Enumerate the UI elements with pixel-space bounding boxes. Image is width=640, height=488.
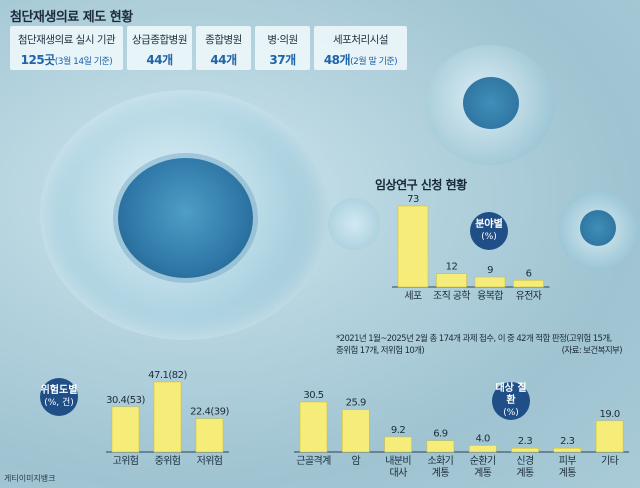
risk-badge: 위험도별 (%, 건) bbox=[40, 378, 78, 416]
stat-value: 37개 bbox=[269, 53, 296, 67]
large-cell-nucleus bbox=[118, 158, 253, 278]
bar bbox=[397, 205, 429, 288]
right-cell-illustration bbox=[558, 190, 638, 270]
stat-label: 세포처리시설 bbox=[333, 34, 388, 46]
image-credit: 게티이미지뱅크 bbox=[4, 474, 56, 483]
bar bbox=[468, 445, 497, 453]
data-label: 2.3 bbox=[560, 436, 575, 447]
category-label: 암 bbox=[351, 455, 360, 467]
category-label: 순환기 bbox=[470, 455, 496, 467]
data-label: 19.0 bbox=[599, 409, 619, 420]
disease-badge: 대상 질환 (%) bbox=[492, 382, 530, 420]
category-label: 계통 bbox=[516, 467, 534, 479]
bar bbox=[511, 447, 539, 453]
bar bbox=[513, 280, 544, 288]
category-label: 기타 bbox=[601, 455, 619, 467]
stat-label: 첨단재생의료 실시 기관 bbox=[17, 34, 116, 46]
data-label: 6.9 bbox=[433, 429, 448, 440]
data-label: 12 bbox=[446, 262, 458, 273]
category-label: 유전자 bbox=[516, 290, 542, 302]
large-cell-illustration bbox=[40, 90, 330, 340]
bar bbox=[195, 418, 224, 453]
right-cell-nucleus bbox=[580, 210, 616, 246]
data-label: 9 bbox=[487, 265, 493, 276]
bar bbox=[436, 273, 467, 288]
stat-label: 상급종합병원 bbox=[132, 34, 187, 46]
bar bbox=[299, 401, 328, 453]
clinical-footnote: *2021년 1월~2025년 2월 총 174개 과제 접수, 이 중 42개… bbox=[336, 333, 636, 357]
bar bbox=[595, 420, 624, 453]
category-label: 소화기 bbox=[427, 455, 453, 467]
category-label: 계통 bbox=[559, 467, 577, 479]
data-label: 47.1(82) bbox=[148, 370, 187, 381]
stat-value: 44개 bbox=[210, 53, 237, 67]
category-label: 융복합 bbox=[477, 290, 503, 302]
stat-label: 종합병원 bbox=[205, 34, 242, 46]
bar bbox=[111, 406, 140, 453]
category-label: 세포 bbox=[404, 290, 422, 302]
data-label: 30.4(53) bbox=[106, 395, 145, 406]
clinical-section-title: 임상연구 신청 현황 bbox=[375, 178, 467, 192]
category-label: 중위험 bbox=[155, 454, 181, 467]
data-label: 30.5 bbox=[303, 390, 323, 401]
stat-note: (2월 말 기준) bbox=[350, 57, 398, 67]
bar bbox=[474, 276, 506, 288]
category-label: 고위험 bbox=[113, 454, 139, 467]
category-label: 저위험 bbox=[197, 454, 223, 467]
category-label: 계통 bbox=[474, 467, 492, 479]
footnote-line: *2021년 1월~2025년 2월 총 174개 과제 접수, 이 중 42개… bbox=[336, 334, 612, 344]
stat-box-institutions: 첨단재생의료 실시 기관 125곳(3월 14일 기준) bbox=[10, 26, 123, 70]
bar bbox=[426, 440, 455, 453]
data-label: 25.9 bbox=[346, 398, 366, 409]
top-right-cell-illustration bbox=[425, 45, 555, 165]
stat-box-cell-processing: 세포처리시설 48개(2월 말 기준) bbox=[314, 26, 407, 70]
field-badge: 분야별 (%) bbox=[470, 212, 508, 250]
category-label: 조직 공학 bbox=[433, 290, 470, 302]
page-title: 첨단재생의료 제도 현황 bbox=[10, 10, 133, 25]
stat-box-tertiary-hospitals: 상급종합병원 44개 bbox=[127, 26, 192, 70]
data-label: 6 bbox=[526, 268, 532, 279]
category-label: 내분비 bbox=[385, 455, 411, 467]
stat-note: (3월 14일 기준) bbox=[54, 57, 113, 67]
data-label: 4.0 bbox=[475, 433, 490, 444]
data-label: 9.2 bbox=[391, 425, 406, 436]
data-label: 73 bbox=[407, 194, 419, 205]
category-label: 근골격계 bbox=[296, 454, 331, 467]
data-label: 2.3 bbox=[518, 436, 533, 447]
category-label: 계통 bbox=[432, 467, 450, 479]
bar bbox=[342, 409, 370, 453]
source-note: (자료: 보건복지부) bbox=[561, 346, 623, 356]
stat-value: 48개(2월 말 기준) bbox=[323, 53, 398, 67]
bar bbox=[553, 447, 582, 453]
bar bbox=[384, 436, 412, 453]
stat-value: 125곳(3월 14일 기준) bbox=[20, 53, 113, 67]
stat-box-clinics: 병·의원 37개 bbox=[255, 26, 310, 70]
stat-label: 병·의원 bbox=[267, 34, 298, 46]
bar bbox=[153, 381, 182, 453]
data-label: 22.4(39) bbox=[190, 407, 229, 418]
footnote-line: 중위험 17개, 저위험 10개) (자료: 보건복지부) bbox=[336, 346, 623, 356]
stat-box-general-hospitals: 종합병원 44개 bbox=[196, 26, 251, 70]
top-right-cell-nucleus bbox=[463, 77, 519, 129]
category-label: 피부 bbox=[559, 455, 577, 467]
stat-value: 44개 bbox=[146, 53, 173, 67]
center-cell-illustration bbox=[328, 198, 380, 250]
category-label: 대사 bbox=[389, 467, 407, 479]
category-label: 신경 bbox=[516, 454, 533, 467]
